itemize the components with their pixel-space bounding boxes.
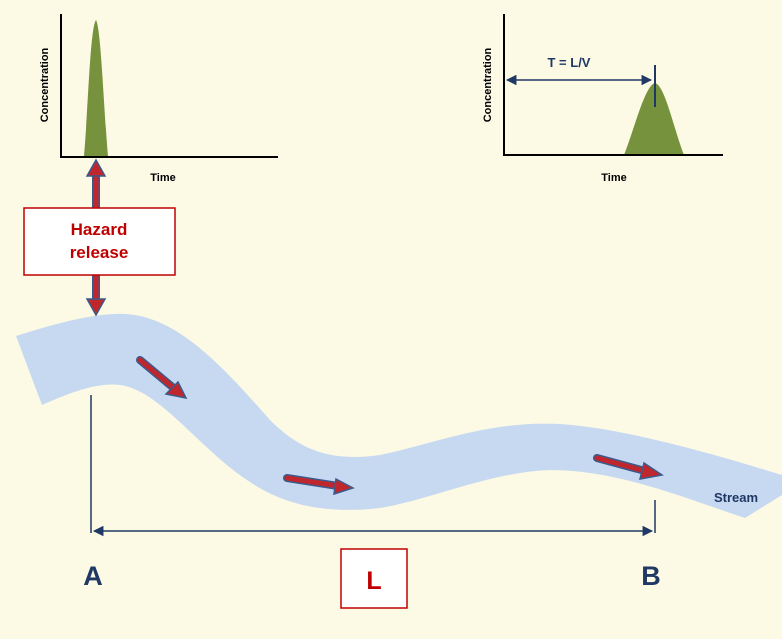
travel-time-label: T = L/V [548,55,591,70]
hazard-arrow-down [85,275,107,317]
stream-band [16,313,782,518]
chart-right-xlabel: Time [601,172,626,184]
hazard-arrow-up [85,158,107,208]
distance-label-box: L [340,548,408,609]
chart-left-ylabel: Concentration [39,47,51,122]
chart-right-peak [624,83,684,155]
chart-right-ylabel: Concentration [482,47,494,122]
hazard-line2: release [70,243,129,262]
distance-bracket [90,395,656,537]
flow-arrow-3 [593,454,664,480]
point-b-label: B [641,561,661,591]
distance-label: L [366,567,381,595]
hazard-line1: Hazard [71,220,128,239]
chart-left-xlabel: Time [150,172,175,184]
chart-left-peak [84,20,108,156]
chart-left: Concentration Time [39,14,278,184]
chart-right-axes [503,14,723,156]
stream-label: Stream [714,490,758,505]
hazard-release-box: Hazard release [23,207,176,276]
flow-arrow-2 [283,474,355,496]
chart-right: Concentration Time T = L/V [482,14,723,184]
flow-arrow-1 [136,356,188,400]
point-a-label: A [83,561,103,591]
chart-left-axes [60,14,278,158]
